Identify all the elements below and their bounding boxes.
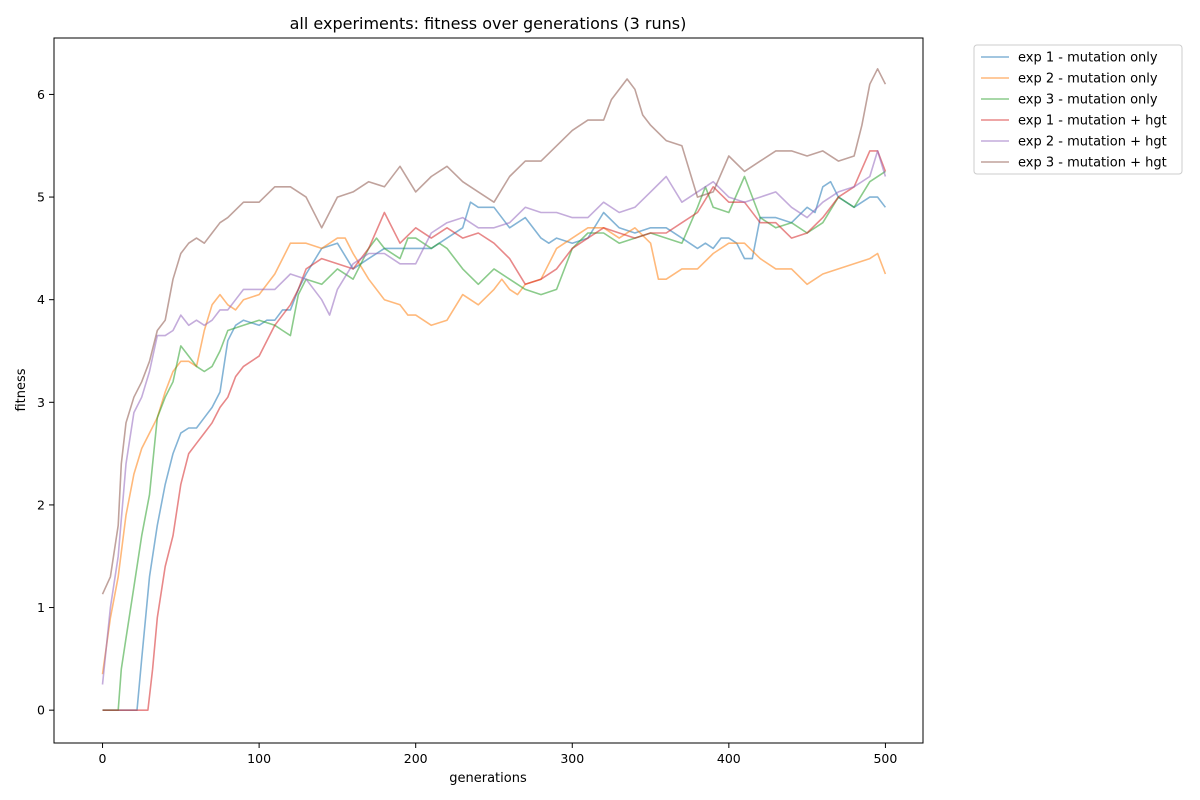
legend-label: exp 2 - mutation only xyxy=(1018,72,1158,87)
chart-title: all experiments: fitness over generation… xyxy=(290,14,687,33)
x-axis-title: generations xyxy=(449,771,527,786)
series-line-1 xyxy=(102,180,887,711)
y-tick-label: 3 xyxy=(37,395,45,410)
y-axis: 0 1 2 3 4 5 6 xyxy=(37,87,54,718)
plot-frame xyxy=(53,37,924,744)
legend-box xyxy=(973,44,1183,175)
series-line-6 xyxy=(101,68,887,595)
x-tick-label: 400 xyxy=(717,751,741,766)
y-tick-label: 5 xyxy=(37,190,45,205)
y-axis-title: fitness xyxy=(14,368,29,411)
y-tick-label: 2 xyxy=(37,497,45,512)
series-line-5 xyxy=(101,150,887,685)
x-tick-label: 500 xyxy=(873,751,897,766)
series-layer xyxy=(101,68,887,711)
x-tick-label: 100 xyxy=(247,751,271,766)
y-tick-label: 0 xyxy=(37,703,45,718)
legend: exp 1 - mutation only exp 2 - mutation on… xyxy=(973,44,1183,175)
legend-label: exp 2 - mutation + hgt xyxy=(1018,135,1167,150)
y-tick-label: 6 xyxy=(37,87,45,102)
y-tick-label: 4 xyxy=(37,292,45,307)
series-line-2 xyxy=(101,227,887,675)
series-line-3 xyxy=(102,170,886,711)
x-tick-label: 200 xyxy=(404,751,428,766)
legend-label: exp 3 - mutation only xyxy=(1018,93,1158,108)
x-tick-label: 300 xyxy=(560,751,584,766)
y-tick-label: 1 xyxy=(37,600,45,615)
legend-label: exp 3 - mutation + hgt xyxy=(1018,156,1167,171)
x-tick-label: 0 xyxy=(99,751,107,766)
legend-label: exp 1 - mutation only xyxy=(1018,51,1158,66)
legend-label: exp 1 - mutation + hgt xyxy=(1018,114,1167,129)
x-axis: 0 100 200 300 400 500 xyxy=(99,743,897,766)
